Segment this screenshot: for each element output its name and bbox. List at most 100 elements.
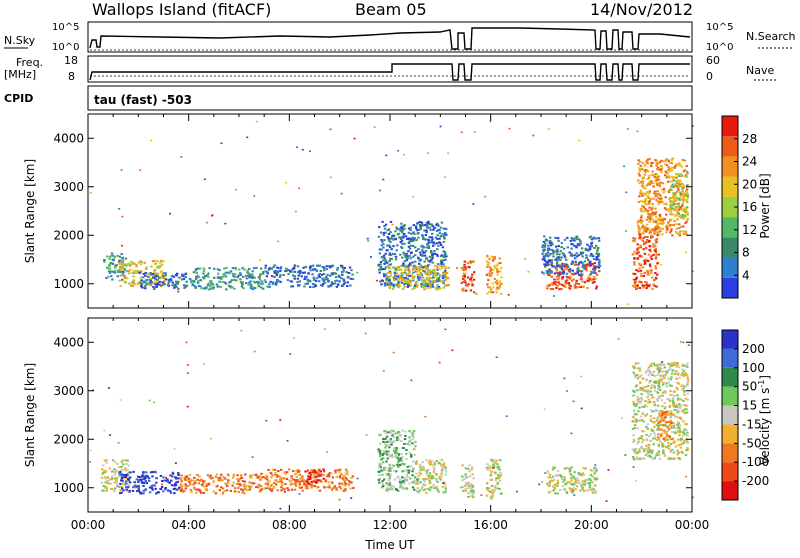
data-cell bbox=[637, 247, 640, 250]
data-cell bbox=[173, 492, 176, 495]
data-cell bbox=[679, 207, 682, 210]
data-cell bbox=[123, 484, 127, 487]
data-cell bbox=[596, 249, 599, 252]
data-cell bbox=[654, 408, 657, 411]
data-cell bbox=[667, 458, 670, 461]
data-cell bbox=[676, 363, 679, 366]
data-cell bbox=[649, 250, 652, 253]
data-cell bbox=[131, 272, 134, 274]
data-cell bbox=[551, 265, 554, 268]
data-cell bbox=[208, 267, 211, 270]
data-cell bbox=[330, 281, 334, 284]
data-cell bbox=[670, 413, 673, 416]
data-cell bbox=[650, 254, 654, 257]
data-cell bbox=[646, 178, 650, 181]
data-cell bbox=[383, 284, 387, 287]
data-cell bbox=[553, 272, 557, 275]
data-cell bbox=[658, 386, 661, 389]
data-cell bbox=[644, 400, 647, 403]
data-cell bbox=[679, 416, 682, 419]
data-cell bbox=[389, 241, 392, 243]
scatter-cell bbox=[632, 278, 635, 281]
data-cell bbox=[644, 200, 647, 203]
data-cell bbox=[678, 429, 682, 432]
data-cell bbox=[683, 428, 686, 431]
data-cell bbox=[321, 277, 324, 280]
scatter-cell bbox=[607, 469, 610, 471]
scatter-cell bbox=[246, 136, 249, 139]
data-cell bbox=[341, 284, 344, 287]
data-cell bbox=[145, 283, 148, 286]
data-cell bbox=[572, 278, 575, 281]
data-cell bbox=[683, 393, 686, 396]
data-cell bbox=[590, 279, 593, 282]
data-cell bbox=[380, 469, 383, 472]
data-cell bbox=[587, 482, 590, 485]
data-cell bbox=[542, 255, 546, 258]
data-cell bbox=[639, 445, 643, 448]
data-cell bbox=[589, 254, 592, 257]
data-cell bbox=[467, 496, 470, 498]
data-cell bbox=[339, 487, 343, 490]
data-cell bbox=[644, 169, 648, 171]
data-cell bbox=[245, 489, 248, 491]
data-cell bbox=[150, 485, 153, 488]
data-cell bbox=[322, 468, 325, 471]
data-cell bbox=[386, 284, 389, 286]
data-cell bbox=[671, 196, 675, 199]
data-cell bbox=[237, 486, 240, 489]
data-cell bbox=[576, 243, 579, 246]
data-cell bbox=[570, 488, 573, 491]
data-cell bbox=[101, 472, 104, 475]
data-cell bbox=[418, 262, 421, 265]
data-cell bbox=[444, 468, 447, 471]
data-cell bbox=[266, 478, 269, 481]
data-cell bbox=[392, 436, 396, 439]
data-cell bbox=[465, 289, 468, 292]
data-cell bbox=[151, 475, 154, 478]
data-cell bbox=[240, 488, 243, 491]
scatter-cell bbox=[543, 408, 546, 410]
nsky-panel: N.Sky 10^5 10^0 10^5 10^0 N.Search bbox=[4, 21, 796, 53]
data-cell bbox=[124, 480, 128, 483]
data-cell bbox=[633, 250, 636, 253]
data-cell bbox=[280, 483, 284, 486]
scatter-cell bbox=[120, 169, 123, 171]
data-cell bbox=[637, 270, 640, 273]
data-cell bbox=[583, 482, 586, 485]
data-cell bbox=[685, 206, 689, 209]
data-cell bbox=[133, 262, 136, 265]
data-cell bbox=[274, 269, 277, 272]
data-cell bbox=[392, 449, 396, 452]
data-cell bbox=[428, 489, 432, 492]
data-cell bbox=[219, 286, 223, 289]
data-cell bbox=[393, 278, 396, 281]
data-cell bbox=[121, 263, 124, 266]
data-cell bbox=[378, 248, 382, 251]
data-cell bbox=[666, 208, 670, 211]
data-cell bbox=[548, 241, 551, 244]
data-cell bbox=[393, 440, 396, 443]
data-cell bbox=[328, 486, 331, 489]
data-cell bbox=[221, 492, 225, 495]
data-cell bbox=[204, 487, 207, 490]
data-cell bbox=[546, 284, 549, 287]
data-cell bbox=[128, 484, 131, 487]
data-cell bbox=[562, 269, 565, 272]
data-cell bbox=[497, 473, 500, 476]
data-cell bbox=[684, 397, 688, 400]
data-cell bbox=[415, 268, 418, 271]
data-cell bbox=[396, 284, 400, 287]
data-cell bbox=[423, 480, 426, 483]
data-cell bbox=[581, 280, 584, 283]
data-cell bbox=[686, 172, 689, 175]
data-cell bbox=[641, 266, 645, 269]
data-cell bbox=[686, 210, 689, 213]
data-cell bbox=[194, 481, 197, 484]
data-cell bbox=[592, 268, 595, 271]
data-cell bbox=[652, 182, 655, 185]
data-cell bbox=[665, 213, 668, 216]
data-cell bbox=[470, 276, 473, 279]
data-cell bbox=[568, 287, 572, 290]
data-cell bbox=[568, 481, 571, 484]
